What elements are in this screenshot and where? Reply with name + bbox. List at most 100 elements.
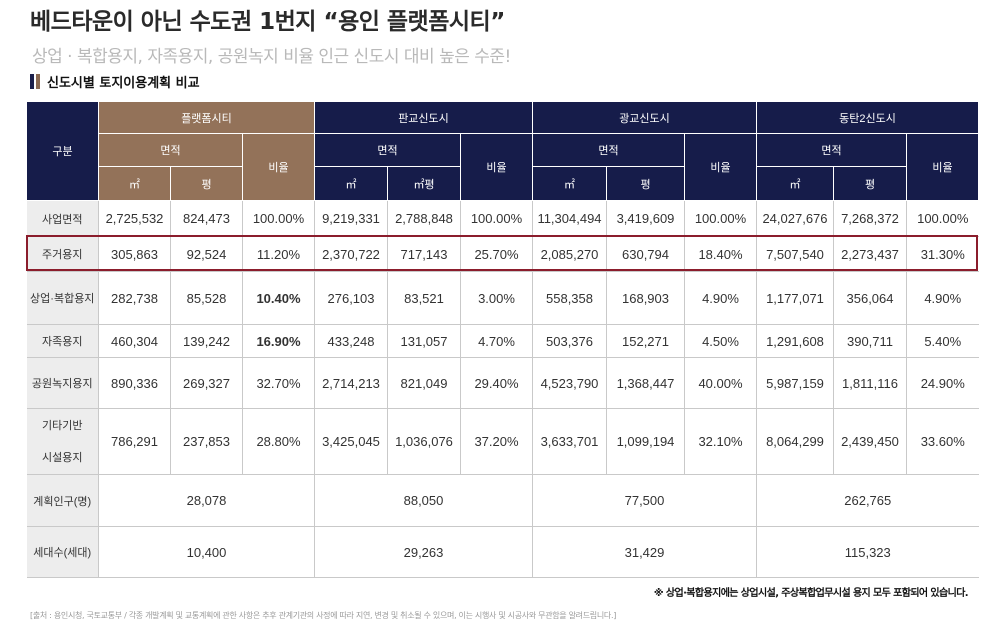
- table-cell: 8,064,299: [756, 408, 834, 475]
- section-bar-brown: [36, 74, 40, 89]
- table-cell: 1,036,076: [387, 408, 461, 475]
- table-cell: 168,903: [606, 271, 685, 325]
- table-cell: 305,863: [98, 236, 171, 272]
- table-cell: 2,725,532: [98, 200, 171, 237]
- row-label: 상업·복합용지: [26, 271, 99, 325]
- table-cell: 786,291: [98, 408, 171, 475]
- city-header-gwanggyo: 광교신도시: [532, 101, 757, 134]
- table-cell: 16.90%: [242, 324, 315, 358]
- table-cell: 152,271: [606, 324, 685, 358]
- table-cell: 40.00%: [684, 357, 757, 409]
- unit-header: 평: [170, 166, 243, 201]
- unit-header: ㎡: [314, 166, 388, 201]
- row-label: 세대수(세대): [26, 526, 99, 578]
- table-cell: 32.70%: [242, 357, 315, 409]
- table-cell: 11.20%: [242, 236, 315, 272]
- table-row: 기타기반 시설용지 786,291 237,853 28.80% 3,425,0…: [26, 408, 979, 475]
- table-cell: 25.70%: [460, 236, 533, 272]
- page-title: 베드타운이 아닌 수도권 1번지 “용인 플랫폼시티”: [30, 9, 505, 35]
- table-cell: 9,219,331: [314, 200, 388, 237]
- section-bar-navy: [30, 74, 34, 89]
- table-cell: 460,304: [98, 324, 171, 358]
- land-use-comparison-table: 구분 플랫폼시티 판교신도시 광교신도시 동탄2신도시 면적 비율 면적 비율 …: [26, 101, 980, 578]
- city-header-pangyo: 판교신도시: [314, 101, 533, 134]
- table-cell: 85,528: [170, 271, 243, 325]
- table-cell: 115,323: [756, 526, 979, 578]
- table-cell: 92,524: [170, 236, 243, 272]
- table-cell: 821,049: [387, 357, 461, 409]
- table-cell: 282,738: [98, 271, 171, 325]
- city-header-dongtan2: 동탄2신도시: [755, 101, 980, 134]
- table-row: 계획인구(명) 28,078 88,050 77,500 262,765: [26, 474, 979, 527]
- table-cell: 139,242: [170, 324, 243, 358]
- table-cell: 269,327: [170, 357, 243, 409]
- table-cell: 4.90%: [906, 271, 979, 325]
- table-cell: 32.10%: [684, 408, 757, 475]
- table-cell: 558,358: [532, 271, 607, 325]
- table-cell: 3,425,045: [314, 408, 388, 475]
- table-cell: 2,273,437: [833, 236, 907, 272]
- ratio-header: 비율: [242, 133, 315, 201]
- table-cell: 630,794: [606, 236, 685, 272]
- table-cell: 4.90%: [684, 271, 757, 325]
- table-cell: 100.00%: [684, 200, 757, 237]
- table-cell: 7,507,540: [756, 236, 834, 272]
- table-cell: 5.40%: [906, 324, 979, 358]
- table-row: 세대수(세대) 10,400 29,263 31,429 115,323: [26, 526, 979, 578]
- header-row-cities: 구분 플랫폼시티 판교신도시 광교신도시 동탄2신도시: [26, 101, 980, 201]
- table-cell: 1,291,608: [756, 324, 834, 358]
- table-cell: 131,057: [387, 324, 461, 358]
- table-cell: 503,376: [532, 324, 607, 358]
- area-header: 면적: [314, 133, 461, 167]
- table-cell: 2,439,450: [833, 408, 907, 475]
- table-cell: 31.30%: [906, 236, 979, 272]
- table-cell: 28.80%: [242, 408, 315, 475]
- table-row: 상업·복합용지 282,738 85,528 10.40% 276,103 83…: [26, 271, 979, 325]
- table-cell: 276,103: [314, 271, 388, 325]
- unit-header: 평: [606, 166, 685, 201]
- table-cell: 890,336: [98, 357, 171, 409]
- table-cell: 10,400: [98, 526, 315, 578]
- table-row: 사업면적 2,725,532 824,473 100.00% 9,219,331…: [26, 200, 979, 237]
- table-cell: 7,268,372: [833, 200, 907, 237]
- table-row-highlighted: 주거용지 305,863 92,524 11.20% 2,370,722 717…: [26, 236, 979, 272]
- table-cell: 31,429: [532, 526, 757, 578]
- table-cell: 100.00%: [460, 200, 533, 237]
- table-cell: 1,099,194: [606, 408, 685, 475]
- row-label-line: 기타기반: [42, 419, 83, 432]
- unit-header: 평: [833, 166, 907, 201]
- table-cell: 4.70%: [460, 324, 533, 358]
- header-row-area: 면적 비율 면적 비율 면적 비율 면적 비율: [27, 133, 980, 201]
- city-header-platform: 플랫폼시티: [98, 101, 315, 134]
- corner-header: 구분: [26, 101, 99, 201]
- table-cell: 24,027,676: [756, 200, 834, 237]
- table-cell: 1,177,071: [756, 271, 834, 325]
- table-cell: 5,987,159: [756, 357, 834, 409]
- footnote: ※ 상업·복합용지에는 상업시설, 주상복합업무시설 용지 모두 포함되어 있습…: [653, 588, 969, 599]
- table-cell: 18.40%: [684, 236, 757, 272]
- ratio-header: 비율: [905, 133, 980, 201]
- table-cell: 4.50%: [684, 324, 757, 358]
- table-row: 공원녹지용지 890,336 269,327 32.70% 2,714,213 …: [26, 357, 979, 409]
- table-cell: 4,523,790: [532, 357, 607, 409]
- table-cell: 37.20%: [460, 408, 533, 475]
- table-cell: 3,419,609: [606, 200, 685, 237]
- table-cell: 33.60%: [906, 408, 979, 475]
- area-header: 면적: [532, 133, 685, 167]
- table-cell: 77,500: [532, 474, 757, 527]
- table-cell: 717,143: [387, 236, 461, 272]
- row-label: 공원녹지용지: [26, 357, 99, 409]
- table-cell: 2,714,213: [314, 357, 388, 409]
- unit-header: ㎡평: [387, 166, 461, 201]
- ratio-header: 비율: [684, 133, 757, 201]
- table-cell: 88,050: [314, 474, 533, 527]
- row-label: 계획인구(명): [26, 474, 99, 527]
- table-cell: 29,263: [314, 526, 533, 578]
- table-cell: 29.40%: [460, 357, 533, 409]
- row-label: 사업면적: [26, 200, 99, 237]
- table-cell: 24.90%: [906, 357, 979, 409]
- table-cell: 824,473: [170, 200, 243, 237]
- table-cell: 433,248: [314, 324, 388, 358]
- table-cell: 11,304,494: [532, 200, 607, 237]
- source-note: [출처 : 용인시청, 국토교통부 / 각종 개발계획 및 교통계획에 관한 사…: [30, 611, 617, 620]
